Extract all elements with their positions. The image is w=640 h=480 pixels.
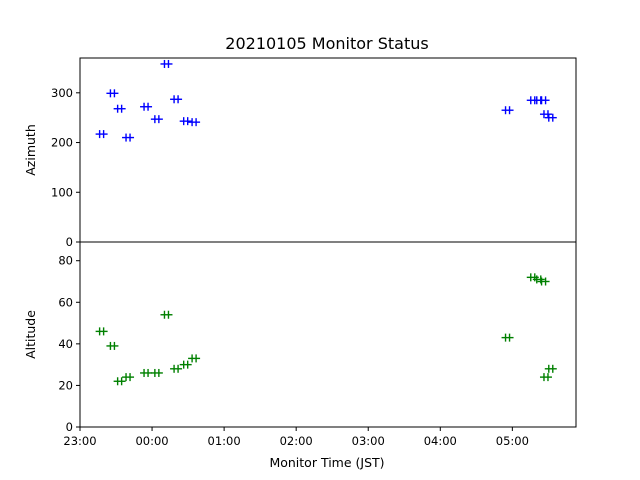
azimuth-data-point [170, 95, 183, 104]
altitude-data-point [170, 364, 183, 373]
altitude-data-point [188, 354, 201, 363]
azimuth-data-point [544, 113, 557, 122]
azimuth-data-point [113, 104, 126, 113]
azimuth-data-point [140, 102, 153, 111]
azimuth-y-tick-label: 0 [66, 235, 73, 249]
altitude-axes-frame [79, 241, 577, 428]
x-tick-label: 00:00 [135, 434, 168, 448]
azimuth-data-point [188, 118, 201, 127]
azimuth-y-tick-label: 300 [51, 86, 73, 100]
azimuth-data-point [501, 106, 514, 115]
altitude-data-point [544, 364, 557, 373]
azimuth-data-point [150, 115, 163, 124]
altitude-data-point [537, 277, 550, 286]
altitude-y-tick-label: 60 [58, 295, 73, 309]
altitude-data-point [113, 377, 126, 386]
altitude-panel: 0 20 40 60 80 Altitude [23, 241, 577, 434]
altitude-data-point [122, 373, 135, 382]
altitude-data-point [140, 368, 153, 377]
azimuth-data-point [122, 133, 135, 142]
altitude-data-point [95, 327, 108, 336]
azimuth-data-point [539, 110, 552, 119]
azimuth-data-point [106, 89, 119, 98]
altitude-y-tick-label: 0 [66, 420, 73, 434]
azimuth-data-point [179, 117, 192, 126]
azimuth-data-point [95, 130, 108, 139]
x-tick-label: 04:00 [424, 434, 457, 448]
altitude-data-point [179, 360, 192, 369]
x-tick-label: 03:00 [352, 434, 385, 448]
altitude-y-axis-label: Altitude [23, 310, 38, 359]
x-tick-label: 05:00 [496, 434, 529, 448]
x-tick-label: 23:00 [63, 434, 96, 448]
x-tick-label: 01:00 [208, 434, 241, 448]
altitude-data-point [106, 341, 119, 350]
altitude-data-point [539, 373, 552, 382]
chart-title: 20210105 Monitor Status [225, 34, 428, 53]
azimuth-data-point [160, 59, 173, 68]
altitude-y-tick-label: 80 [58, 254, 73, 268]
altitude-data-point [160, 310, 173, 319]
altitude-y-tick-label: 40 [58, 337, 73, 351]
x-axis-label: Monitor Time (JST) [269, 455, 384, 470]
azimuth-y-tick-label: 200 [51, 136, 73, 150]
azimuth-y-axis-label: Azimuth [23, 124, 38, 176]
x-tick-label: 02:00 [280, 434, 313, 448]
azimuth-data-point [537, 96, 550, 105]
altitude-data-point [150, 368, 163, 377]
altitude-data-point [501, 333, 514, 342]
azimuth-y-tick-label: 100 [51, 185, 73, 199]
altitude-y-tick-label: 20 [58, 378, 73, 392]
